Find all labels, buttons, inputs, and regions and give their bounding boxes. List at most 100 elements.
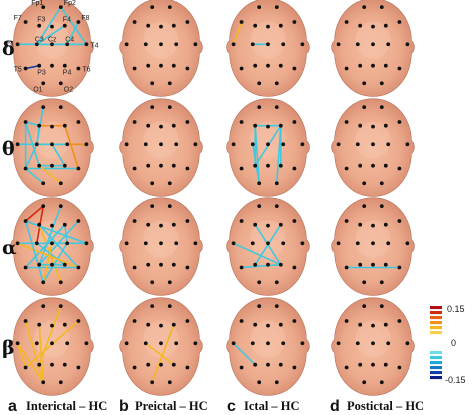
electrode-T6 [76, 365, 81, 370]
head-beta-d [331, 297, 415, 396]
colorbar-swatch [430, 331, 442, 335]
electrode-label-T3: T3 [6, 42, 14, 49]
scalp-shape [10, 297, 94, 396]
head-alpha-b [119, 197, 203, 296]
electrode-F4 [62, 322, 67, 327]
electrode-Pz [159, 362, 163, 367]
electrode-F8 [185, 319, 190, 323]
panel-title-d: d Postictal – HC [330, 398, 424, 415]
electrode-T3 [124, 142, 129, 147]
electrode-C3 [355, 142, 360, 147]
electrode-F7 [132, 120, 137, 124]
electrode-C3 [250, 241, 255, 246]
electrode-C4 [281, 42, 286, 47]
scalp-highlight [143, 21, 179, 59]
electrode-C3 [250, 341, 255, 346]
electrode-T6 [185, 166, 190, 171]
electrode-Fp2 [379, 304, 384, 308]
electrode-Pz [50, 163, 54, 168]
electrode-O1 [150, 280, 155, 285]
electrode-C4 [65, 42, 70, 47]
electrode-Fz [266, 323, 270, 328]
electrode-label-T4: T4 [90, 42, 98, 49]
scalp-shape [119, 197, 203, 296]
electrode-P3 [37, 163, 42, 168]
colorbar-swatch [430, 326, 442, 330]
electrode-C3 [355, 341, 360, 346]
panel-title-text-b: Preictal – HC [135, 399, 208, 413]
electrode-F4 [171, 222, 176, 227]
electrode-P4 [62, 362, 67, 367]
electrode-P3 [253, 163, 258, 168]
electrode-Pz [159, 262, 163, 267]
electrode-label-T5: T5 [14, 67, 22, 74]
head-beta-b [119, 297, 203, 396]
electrode-T5 [239, 265, 244, 270]
electrode-Fz [159, 124, 163, 129]
electrode-T3 [124, 341, 129, 346]
electrode-O2 [58, 280, 63, 285]
connection-Fp2-P3 [38, 305, 62, 366]
electrode-C3 [355, 241, 360, 246]
electrode-T3 [336, 241, 341, 246]
connection-F3-T6 [38, 223, 80, 269]
connection-T3-P3 [232, 342, 256, 366]
electrode-label-C4: C4 [65, 36, 74, 43]
connection-F4-T6 [64, 124, 80, 170]
electrode-O2 [379, 181, 384, 186]
electrode-F8 [292, 120, 297, 124]
electrode-Pz [50, 262, 54, 267]
electrode-F8 [397, 20, 402, 24]
electrode-F3 [37, 23, 42, 28]
electrode-O2 [167, 380, 172, 385]
electrode-T4 [84, 241, 89, 246]
electrode-O1 [362, 280, 367, 285]
electrode-T6 [76, 66, 81, 71]
electrode-F8 [76, 20, 81, 24]
electrode-P3 [358, 63, 363, 68]
electrode-T4 [84, 42, 89, 47]
electrode-O1 [362, 181, 367, 186]
electrode-T3 [231, 241, 236, 246]
electrode-T5 [344, 265, 349, 270]
electrode-Fp2 [274, 304, 279, 308]
connection-C3-P4 [145, 342, 175, 366]
heads-layer: Fp1 Fp2 F7 F3 F4 F8 T3 C3 Cz C4 T4 T5 P3 P4 T6 O1 O2 [6, 0, 415, 396]
band-label-beta: β [2, 337, 15, 359]
electrode-Fp1 [41, 304, 46, 308]
colorbar-zero-label: 0 [451, 338, 456, 348]
electrode-P4 [62, 163, 67, 168]
electrode-Cz [371, 142, 375, 147]
electrode-T4 [193, 142, 198, 147]
scalp-highlight [250, 21, 286, 59]
electrode-P4 [278, 163, 283, 168]
band-label-alpha: α [2, 237, 17, 259]
electrode-C4 [386, 42, 391, 47]
scalp-highlight [355, 320, 391, 358]
panel-title-c: c Ictal – HC [227, 398, 300, 415]
electrode-Pz [371, 63, 375, 68]
electrode-F3 [253, 23, 258, 28]
head-beta-a [10, 297, 94, 396]
electrode-T3 [336, 142, 341, 147]
connection-T3-T5 [16, 342, 27, 369]
electrode-O2 [379, 280, 384, 285]
electrode-C4 [386, 142, 391, 147]
electrode-O2 [274, 280, 279, 285]
electrode-F3 [37, 123, 42, 128]
electrode-P4 [383, 163, 388, 168]
electrode-F8 [185, 120, 190, 124]
electrode-P3 [146, 63, 151, 68]
electrode-Pz [266, 362, 270, 367]
electrode-O1 [257, 380, 262, 385]
connection-T5-P4 [240, 263, 282, 269]
electrode-C4 [174, 241, 179, 246]
electrode-C3 [34, 42, 39, 47]
electrode-Fp1 [362, 5, 367, 9]
connection-Fp2-T4 [59, 6, 88, 46]
connection-T5-O1 [24, 167, 45, 185]
electrode-T4 [84, 341, 89, 346]
electrode-T6 [397, 265, 402, 270]
electrode-O1 [257, 81, 262, 86]
